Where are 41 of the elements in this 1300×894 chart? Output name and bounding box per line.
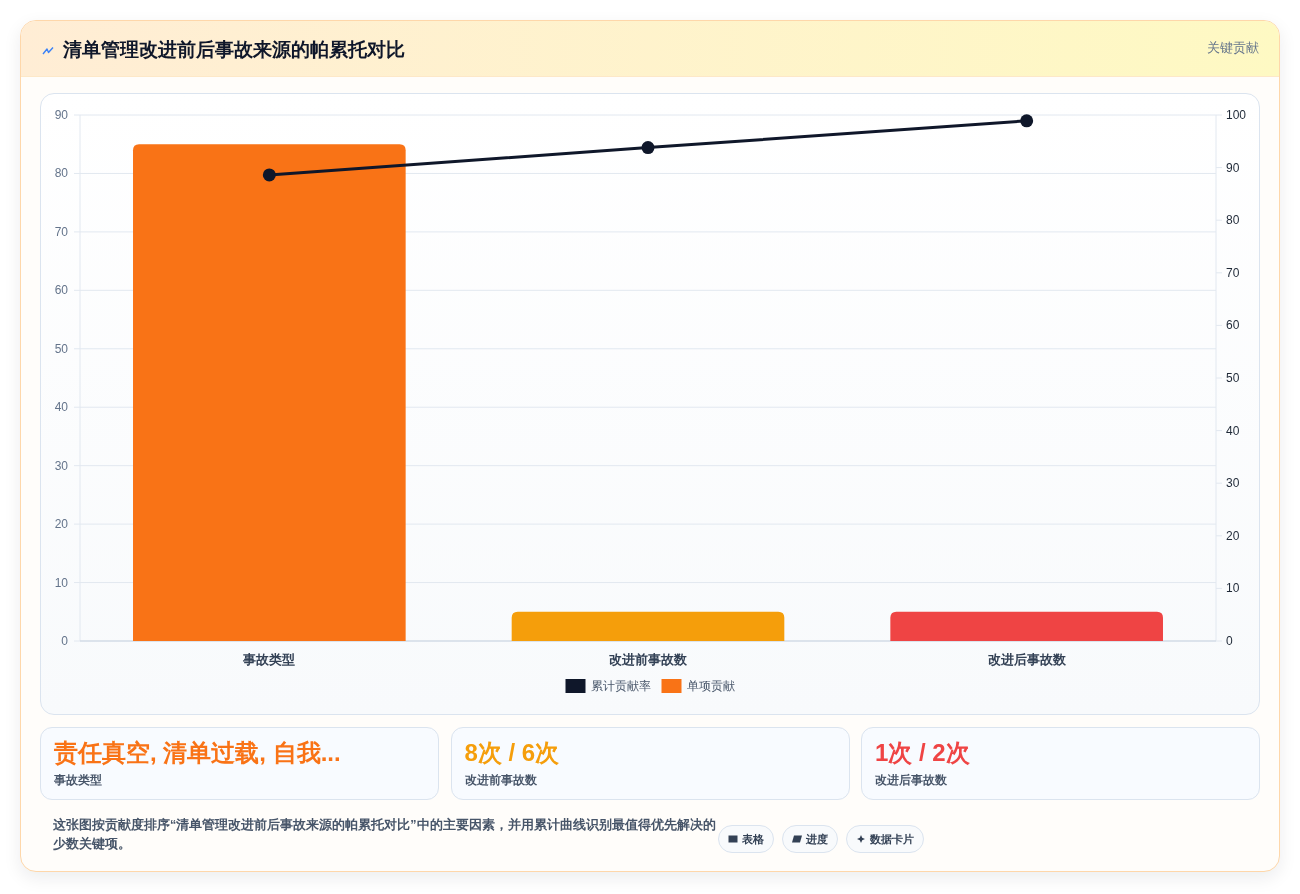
y2-tick-label: 30: [1226, 476, 1240, 491]
y-tick-label: 80: [54, 166, 69, 181]
y-tick-label: 10: [54, 575, 69, 590]
x-tick-label: 事故类型: [242, 652, 296, 667]
y2-tick-label: 20: [1226, 528, 1240, 543]
y2-tick-label: 40: [1226, 423, 1240, 438]
text: 关键贡献: [1207, 39, 1259, 57]
y-tick-label: 70: [54, 224, 69, 239]
y-tick-label: 0: [61, 634, 69, 648]
y-tick-label: 40: [54, 400, 69, 415]
legend-label: 单项贡献: [686, 679, 735, 693]
y2-tick-label: 50: [1226, 371, 1240, 385]
text: 1次 / 2次: [875, 738, 970, 768]
text: 这张图按贡献度排序“清单管理改进前后事故来源的帕累托对比”中的主要因素，并用累计曲线识别最值得优先解决的少数关键项。: [53, 816, 717, 853]
y2-tick-label: 90: [1226, 160, 1240, 175]
y-tick-label: 50: [54, 341, 69, 356]
text: 改进后事故数: [875, 773, 947, 788]
y2-tick-label: 10: [1226, 581, 1240, 596]
point: [1020, 114, 1034, 128]
x-tick-label: 改进前事故数: [609, 652, 688, 667]
text: 8次 / 6次: [464, 738, 560, 768]
y2-tick-label: 70: [1226, 265, 1240, 280]
y2-tick-label: 0: [1226, 634, 1233, 648]
text: 数据卡片: [870, 831, 914, 847]
chart-title: 清单管理改进前后事故来源的帕累托对比: [63, 38, 405, 62]
legend-label: 累计贡献率: [590, 679, 651, 693]
y-tick-label: 30: [54, 458, 69, 473]
text: 事故类型: [54, 773, 102, 788]
text: 表格: [742, 831, 764, 847]
y-tick-label: 60: [54, 283, 69, 298]
x-tick-label: 改进后事故数: [987, 652, 1067, 667]
y-tick-label: 90: [54, 108, 69, 122]
point: [641, 141, 655, 155]
text: 责任真空, 清单过载, 自我...: [54, 738, 341, 768]
text: 改进前事故数: [464, 773, 537, 788]
y2-tick-label: 80: [1226, 213, 1240, 228]
text: 进度: [806, 831, 828, 847]
y2-tick-label: 100: [1226, 108, 1247, 122]
point: [262, 168, 276, 182]
y-tick-label: 20: [54, 517, 69, 532]
y2-tick-label: 60: [1226, 318, 1240, 333]
